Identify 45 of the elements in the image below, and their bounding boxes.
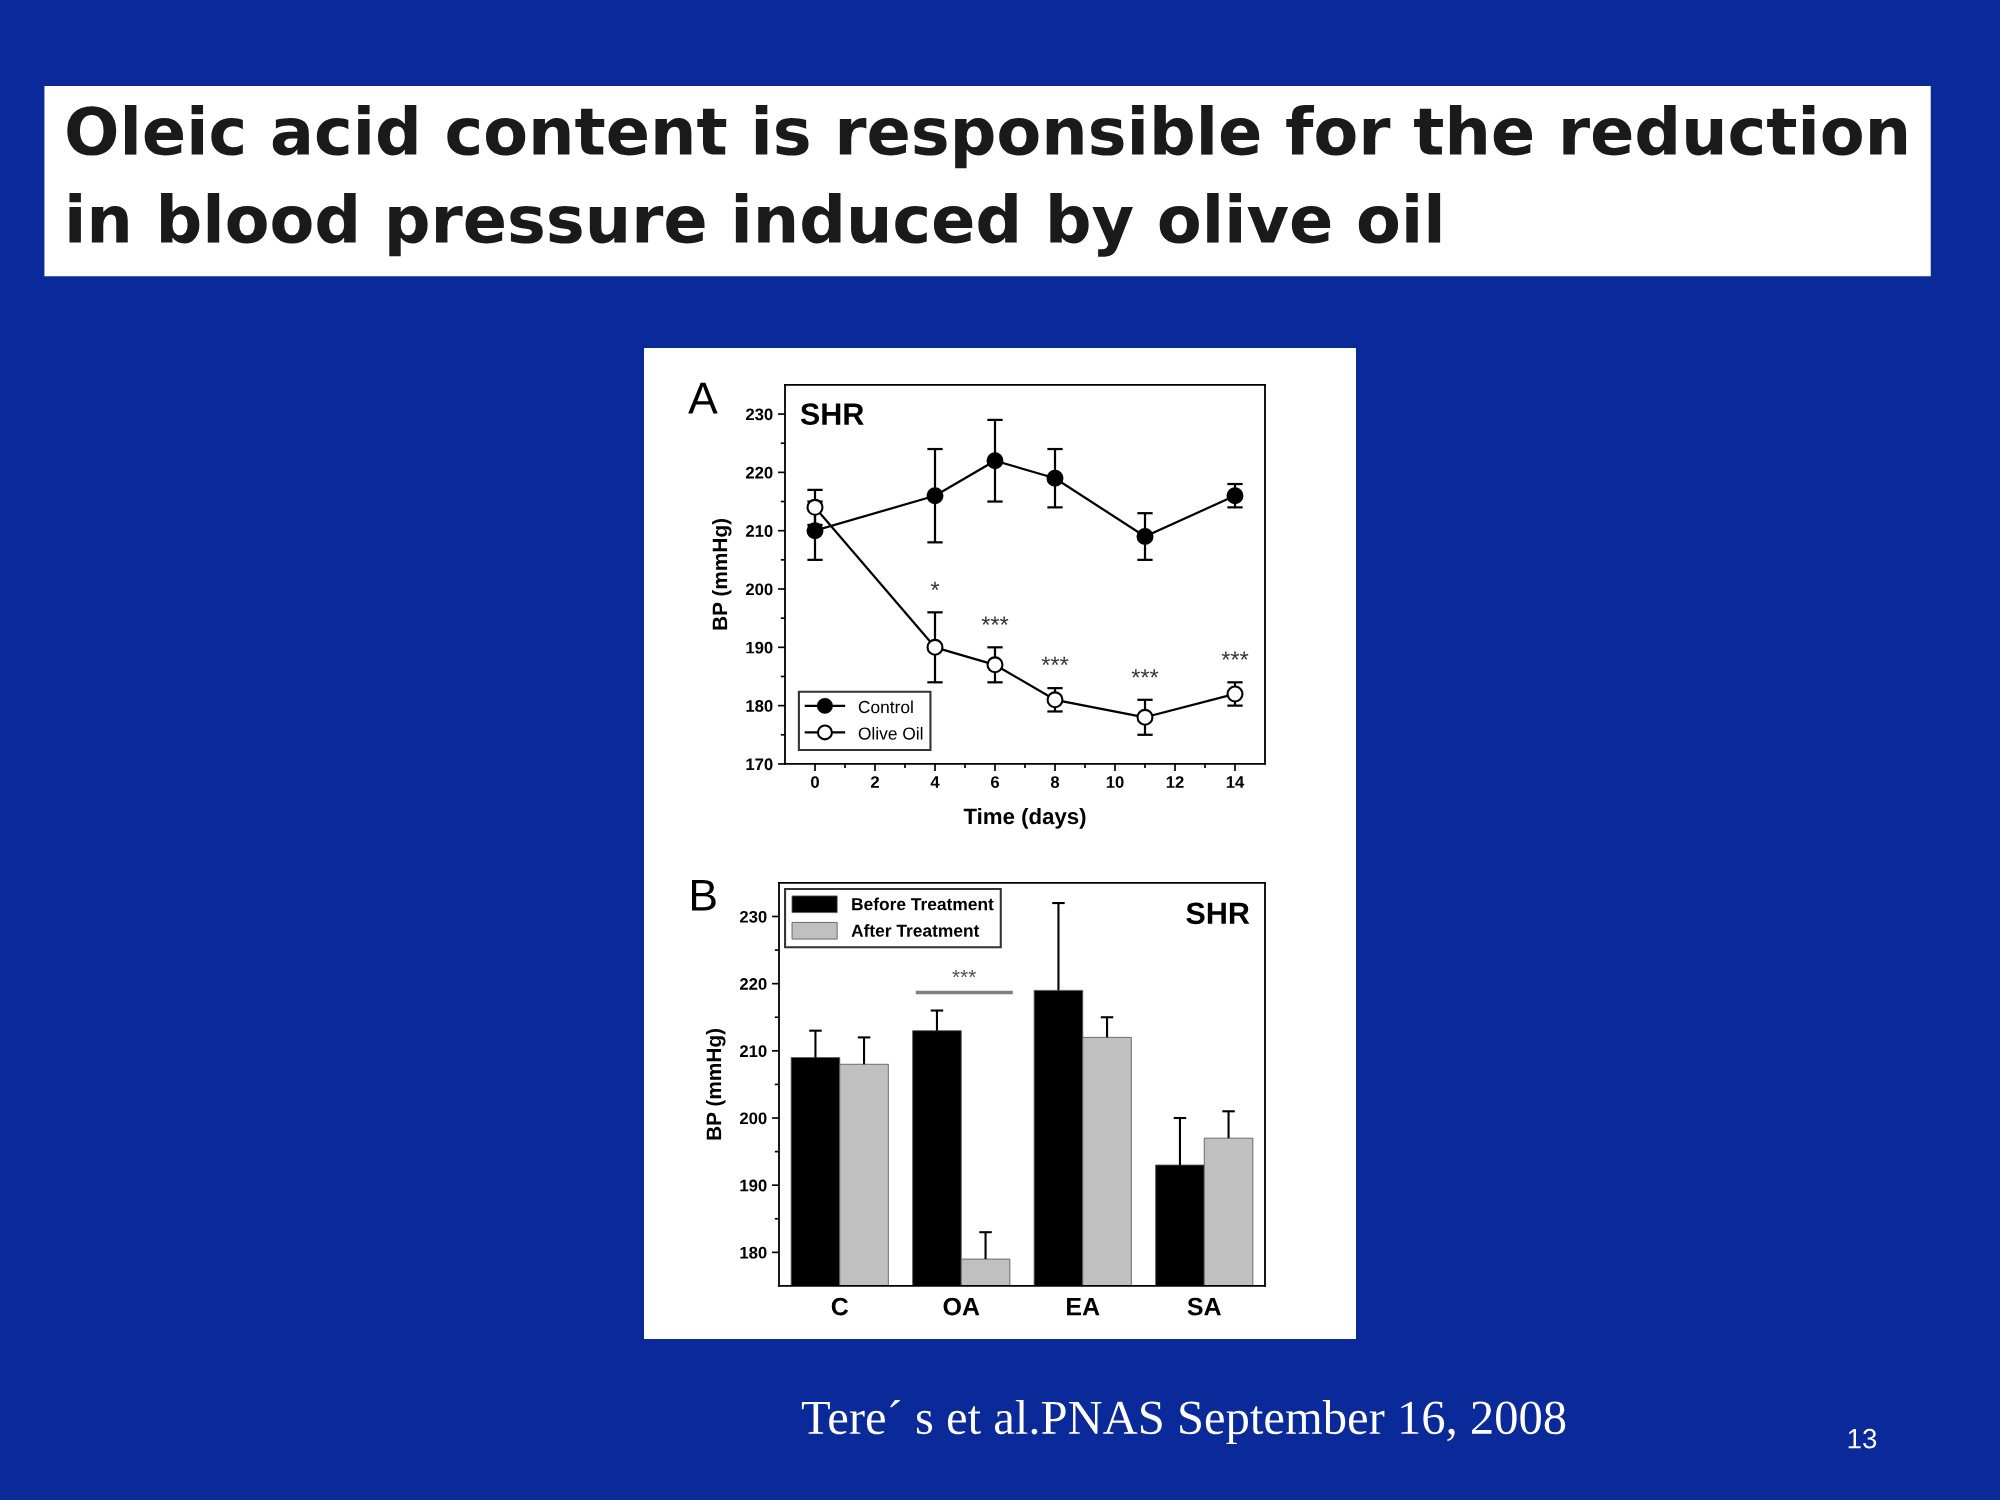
y-tick-label: 210: [739, 1045, 767, 1058]
annotation: ***: [1221, 651, 1249, 660]
y-tick-label: 220: [745, 466, 773, 479]
y-tick-label: 190: [746, 641, 773, 654]
annotation: ***: [1041, 656, 1069, 666]
x-tick-label: C: [831, 1297, 849, 1316]
legend-label: After Treatment: [851, 924, 980, 937]
x-tick-label: 2: [870, 776, 879, 788]
y-tick-label: 200: [745, 583, 773, 596]
x-tick-label: 8: [1050, 776, 1060, 788]
text: A: [688, 382, 718, 414]
x-tick-label: 6: [990, 776, 1000, 788]
y-tick-label: 230: [745, 408, 773, 421]
annotation: SHR: [800, 403, 864, 425]
annotation: ***: [981, 616, 1009, 625]
y-tick-label: 170: [746, 758, 773, 771]
x-tick-label: 4: [930, 776, 940, 788]
chart-title: Oleic acid content is responsible for the reduction in blood pressure induced by olive oil: [67, 105, 1907, 257]
y-tick-label: 180: [740, 1246, 767, 1259]
text: B: [692, 879, 716, 911]
x-tick-label: 0: [811, 776, 819, 788]
legend-label: Before Treatment: [852, 897, 994, 911]
x-tick-label: 14: [1226, 776, 1245, 788]
x-axis-title: Time (days): [963, 807, 1086, 829]
legend-label: Control: [858, 700, 913, 714]
annotation: ***: [952, 969, 976, 978]
y-tick-label: 190: [740, 1179, 767, 1192]
x-tick-label: 10: [1106, 776, 1124, 788]
annotation: ***: [1131, 669, 1159, 678]
y-axis-title: BP (mmHg): [711, 518, 732, 630]
x-tick-label: SA: [1187, 1297, 1221, 1316]
y-tick-label: 230: [739, 910, 767, 923]
x-tick-label: 12: [1166, 776, 1184, 788]
y-tick-label: 200: [739, 1112, 767, 1125]
y-axis-title: BP (mmHg): [705, 1028, 726, 1140]
x-tick-label: EA: [1067, 1297, 1100, 1316]
x-tick-label: OA: [943, 1297, 980, 1316]
y-tick-label: 210: [745, 525, 773, 537]
y-tick-label: 180: [746, 700, 773, 712]
text: Tere´ s et al.PNAS September 16, 2008: [801, 1399, 1566, 1445]
y-tick-label: 220: [739, 978, 767, 990]
annotation: SHR: [1186, 902, 1250, 925]
legend-label: Olive Oil: [858, 726, 923, 740]
text: 13: [1848, 1428, 1877, 1449]
annotation: *: [930, 581, 940, 591]
